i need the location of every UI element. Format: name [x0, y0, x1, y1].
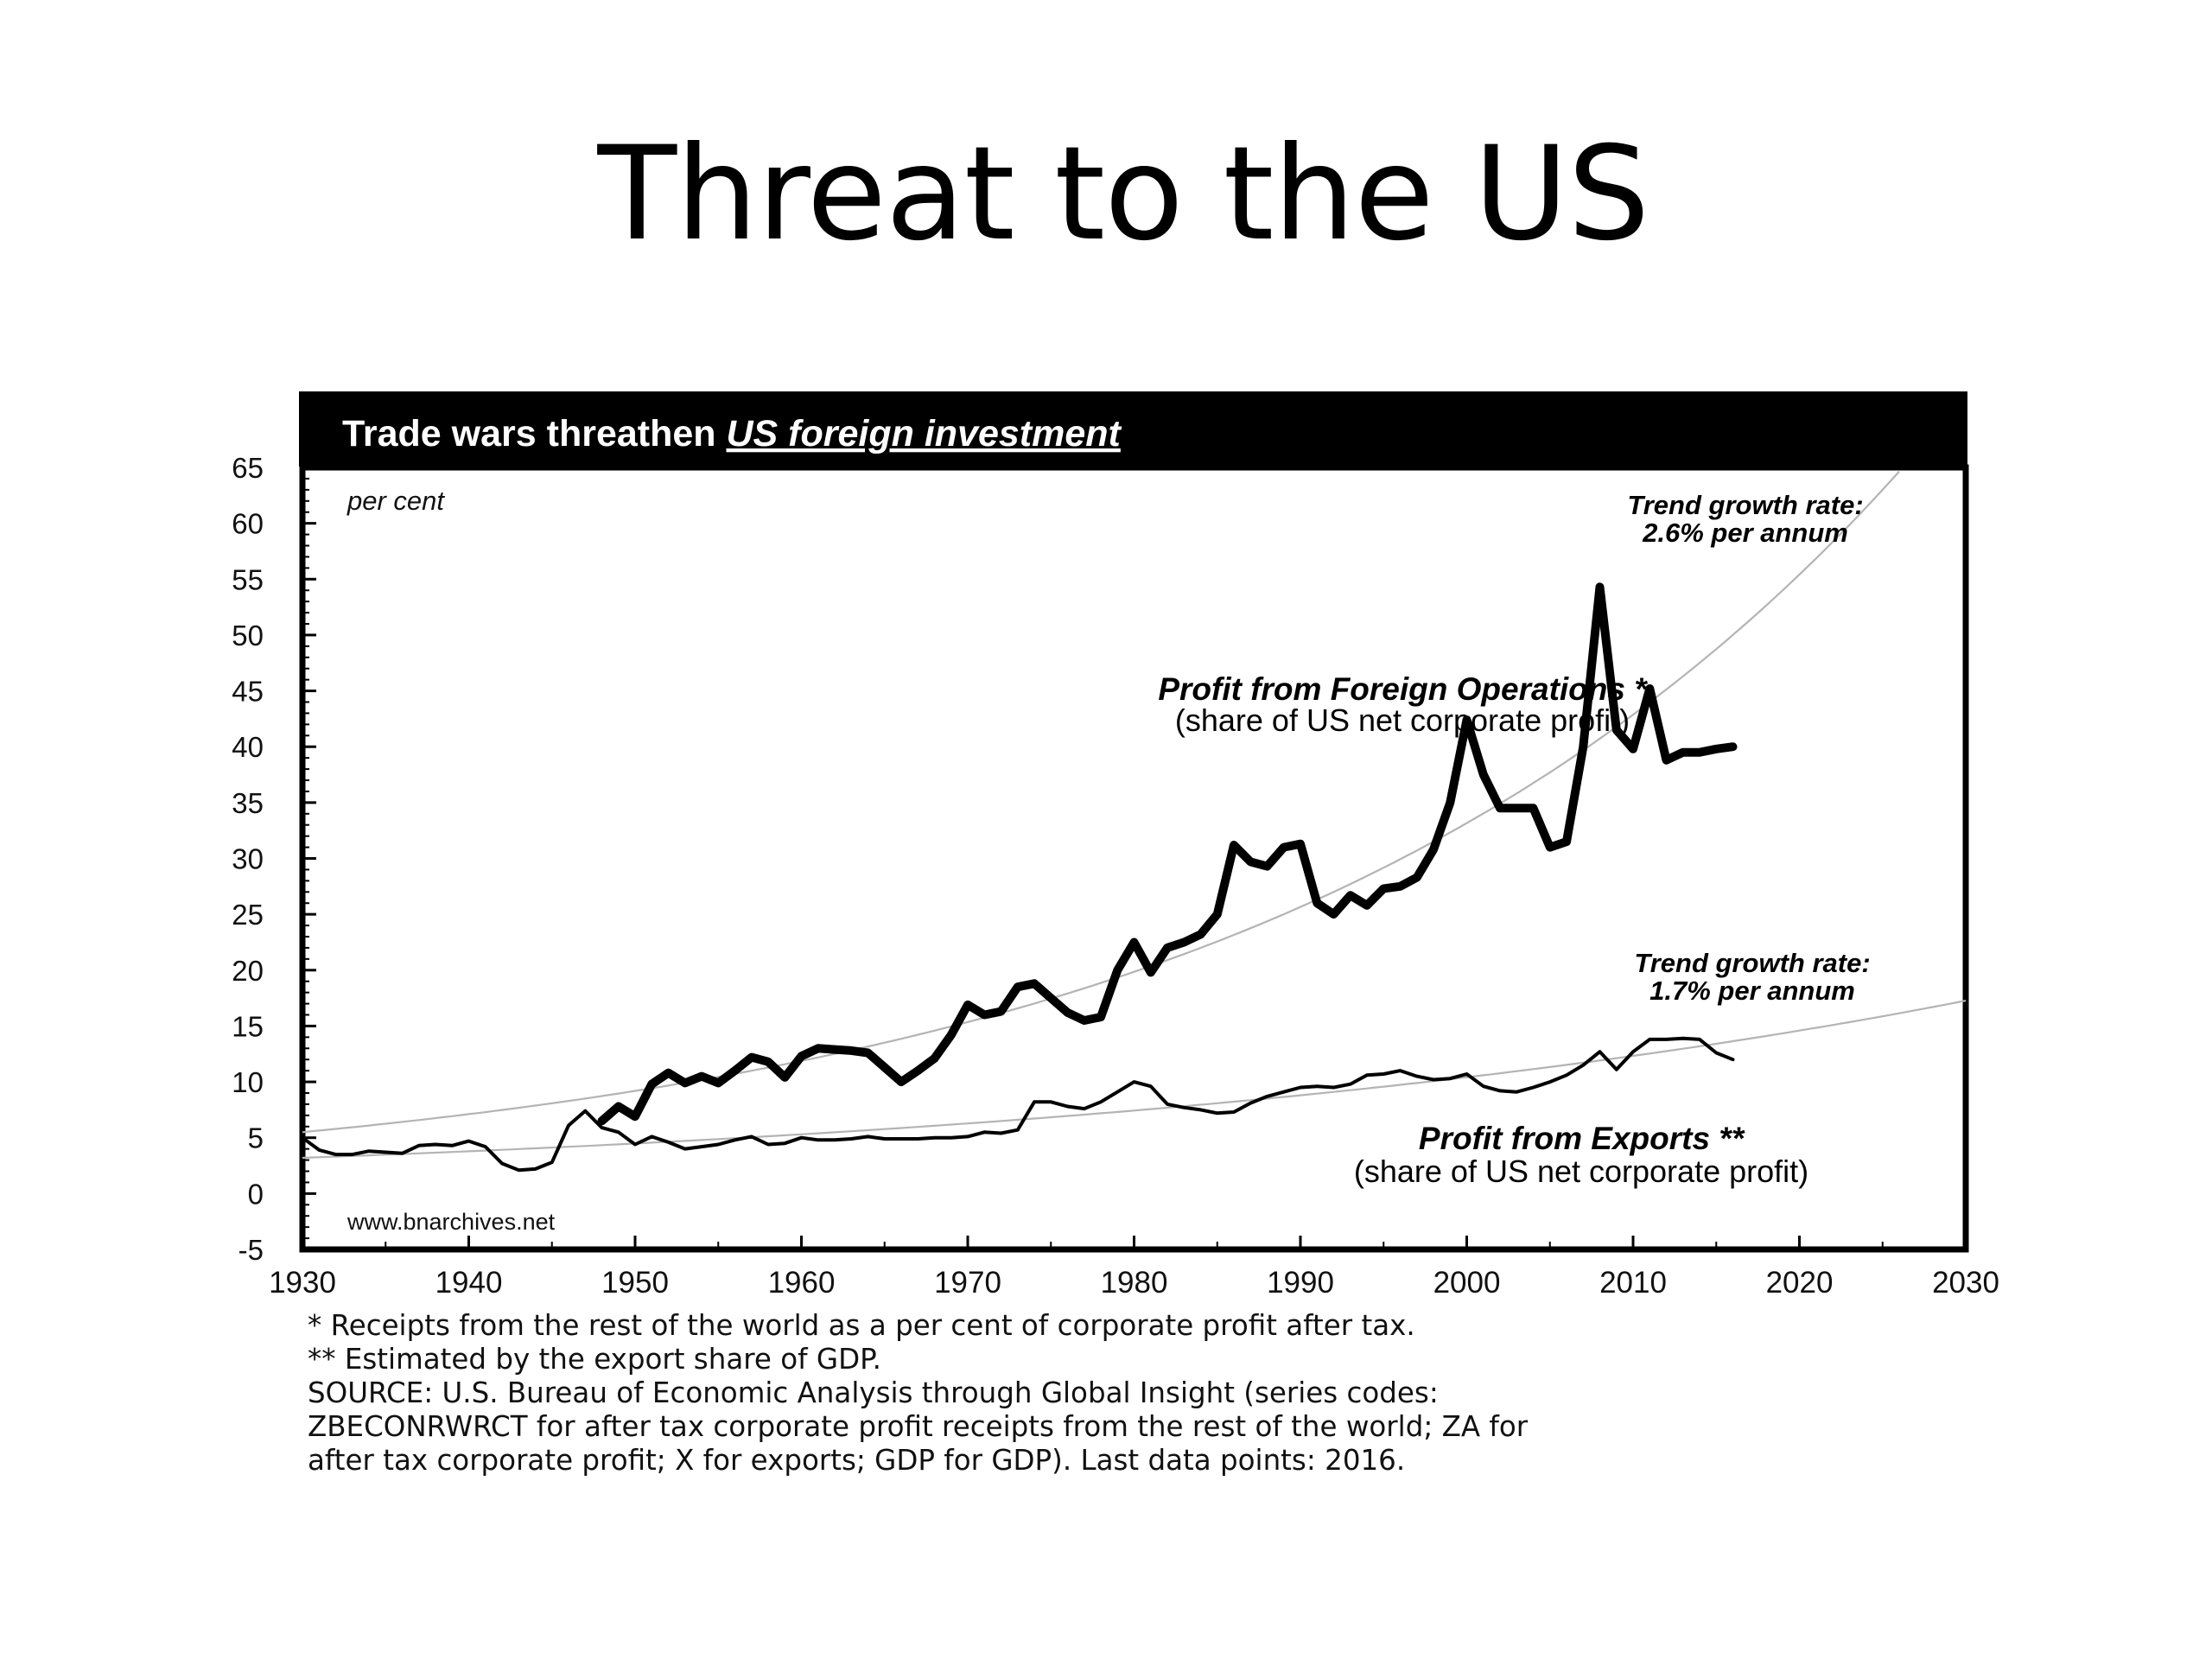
trend-line-1 [302, 470, 1900, 1134]
y-tick-label: 0 [248, 1178, 264, 1210]
watermark: www.bnarchives.net [346, 1209, 556, 1235]
y-tick-label: 30 [232, 843, 264, 875]
chart-title: Trade wars threathen US foreign investme… [342, 413, 1122, 454]
x-tick-label: 1950 [601, 1266, 669, 1300]
chart-header-bar [299, 391, 1967, 467]
y-tick-label: 55 [232, 563, 264, 595]
trend-label-1-line1: Trend growth rate: [1627, 490, 1863, 520]
x-tick-label: 2000 [1433, 1266, 1501, 1300]
series-label-foreign: Profit from Foreign Operations * [1158, 671, 1648, 707]
x-tick-label: 1970 [934, 1266, 1001, 1300]
x-tick-label: 1930 [269, 1266, 336, 1300]
footnote-source-2: ZBECONRWRCT for after tax corporate prof… [308, 1410, 1529, 1443]
y-tick-label: 10 [232, 1066, 264, 1098]
y-tick-label: 20 [232, 955, 264, 987]
chart-title-emphasis: US foreign investment [727, 413, 1122, 454]
y-tick-label: 45 [232, 676, 264, 708]
footnotes: * Receipts from the rest of the world as… [308, 1309, 1993, 1478]
series-lines [301, 582, 1738, 1173]
footnote-source-3: after tax corporate profit; X for export… [308, 1444, 1406, 1477]
footnote-source-1: SOURCE: U.S. Bureau of Economic Analysis… [308, 1376, 1439, 1409]
y-tick-label: 65 [232, 452, 264, 484]
footnote-1: * Receipts from the rest of the world as… [308, 1309, 1415, 1342]
x-axis: 1930 1940 1950 1960 1970 1980 1990 2000 2010 2020… [269, 1236, 1999, 1300]
series-label-exports: Profit from Exports ** [1419, 1121, 1745, 1156]
y-tick-label: 35 [232, 787, 264, 819]
trend-line-2 [302, 1000, 1967, 1160]
x-tick-label: 1990 [1267, 1266, 1334, 1300]
x-tick-label: 1980 [1101, 1266, 1168, 1300]
footnote-2: ** Estimated by the export share of GDP. [308, 1343, 881, 1376]
y-tick-label: 60 [232, 508, 264, 540]
x-tick-label: 2010 [1599, 1266, 1667, 1300]
series-sublabel-foreign: (share of US net corporate profit) [1175, 702, 1630, 738]
chart-title-main: Trade wars threathen [342, 413, 716, 454]
trend-label-2-line1: Trend growth rate: [1634, 948, 1870, 978]
unit-label: per cent [346, 486, 445, 516]
y-tick-label: 15 [232, 1010, 264, 1042]
trend-lines [302, 470, 1967, 1160]
series-line-foreign-operations [597, 582, 1738, 1126]
y-tick-label: -5 [238, 1234, 264, 1266]
slide-title: Threat to the US [597, 119, 1650, 270]
x-tick-label: 2030 [1932, 1266, 1999, 1300]
y-tick-label: 40 [232, 731, 264, 763]
x-tick-label: 2020 [1766, 1266, 1834, 1300]
y-tick-label: 25 [232, 899, 264, 931]
x-tick-label: 1940 [435, 1266, 503, 1300]
y-tick-label: 50 [232, 620, 264, 652]
trend-label-2-line2: 1.7% per annum [1649, 976, 1855, 1006]
trend-label-1-line2: 2.6% per annum [1642, 518, 1848, 548]
x-tick-label: 1960 [768, 1266, 836, 1300]
y-tick-label: 5 [248, 1122, 264, 1154]
series-sublabel-exports: (share of US net corporate profit) [1354, 1154, 1808, 1189]
series-line-exports [301, 1036, 1735, 1173]
